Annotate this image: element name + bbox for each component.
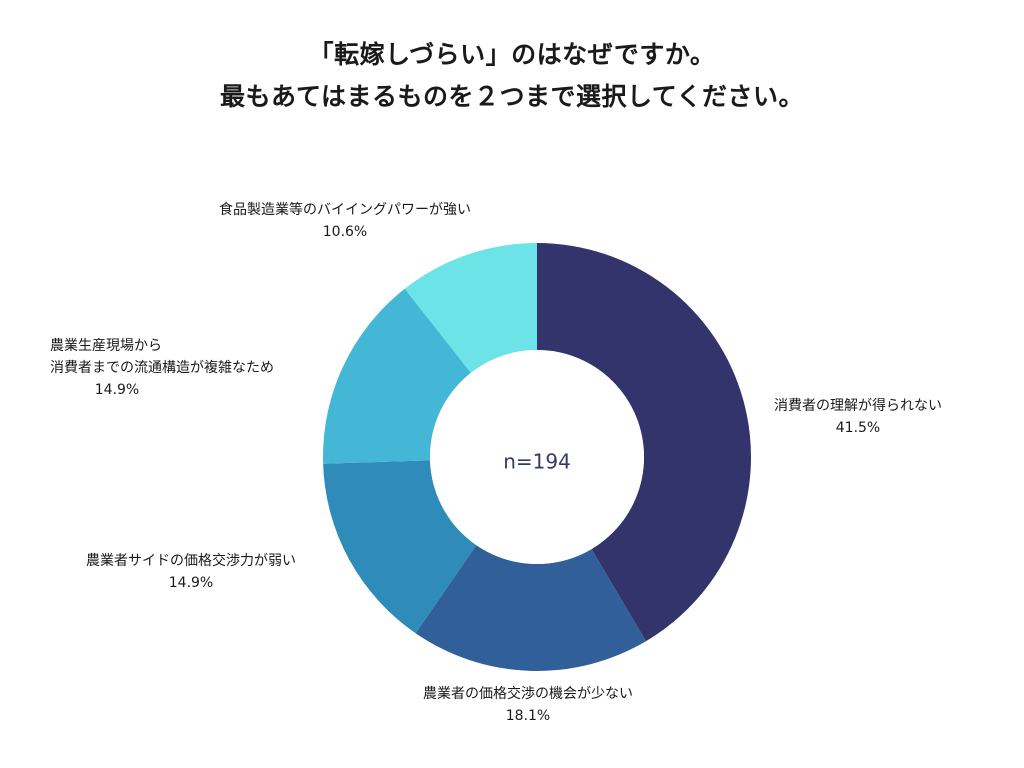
slice-3-category-label: 農業者サイドの価格交渉力が弱い [86, 552, 296, 569]
chart-title-line-1: 「転嫁しづらい」のはなぜですか。 [308, 40, 716, 69]
donut-slice-1 [537, 243, 751, 642]
donut-hole [430, 350, 644, 564]
slice-5-value-label: 10.6% [323, 224, 367, 240]
center-sample-size-label: n=194 [503, 450, 571, 474]
slice-1-category-label: 消費者の理解が得られない [774, 397, 942, 414]
slice-4-category-label-line-2: 消費者までの流通構造が複雑なため [50, 359, 274, 376]
donut-slice-2 [415, 545, 646, 671]
slice-4-value-label: 14.9% [95, 382, 139, 398]
slice-1-value-label: 41.5% [836, 420, 880, 436]
donut-slice-4 [323, 288, 471, 464]
donut-slice-5 [404, 243, 537, 373]
slice-2-category-label: 農業者の価格交渉の機会が少ない [423, 685, 633, 702]
slice-4-category-label-line-1: 農業生産現場から [50, 338, 162, 354]
chart-title: 「転嫁しづらい」のはなぜですか。 最もあてはまるものを２つまで選択してください。 [0, 34, 1024, 118]
slice-3-value-label: 14.9% [169, 575, 213, 591]
donut-slice-3 [323, 460, 477, 634]
chart-title-line-2: 最もあてはまるものを２つまで選択してください。 [219, 82, 804, 111]
slice-5-category-label: 食品製造業等のバイイングパワーが強い [219, 201, 471, 218]
slice-2-value-label: 18.1% [506, 708, 550, 724]
